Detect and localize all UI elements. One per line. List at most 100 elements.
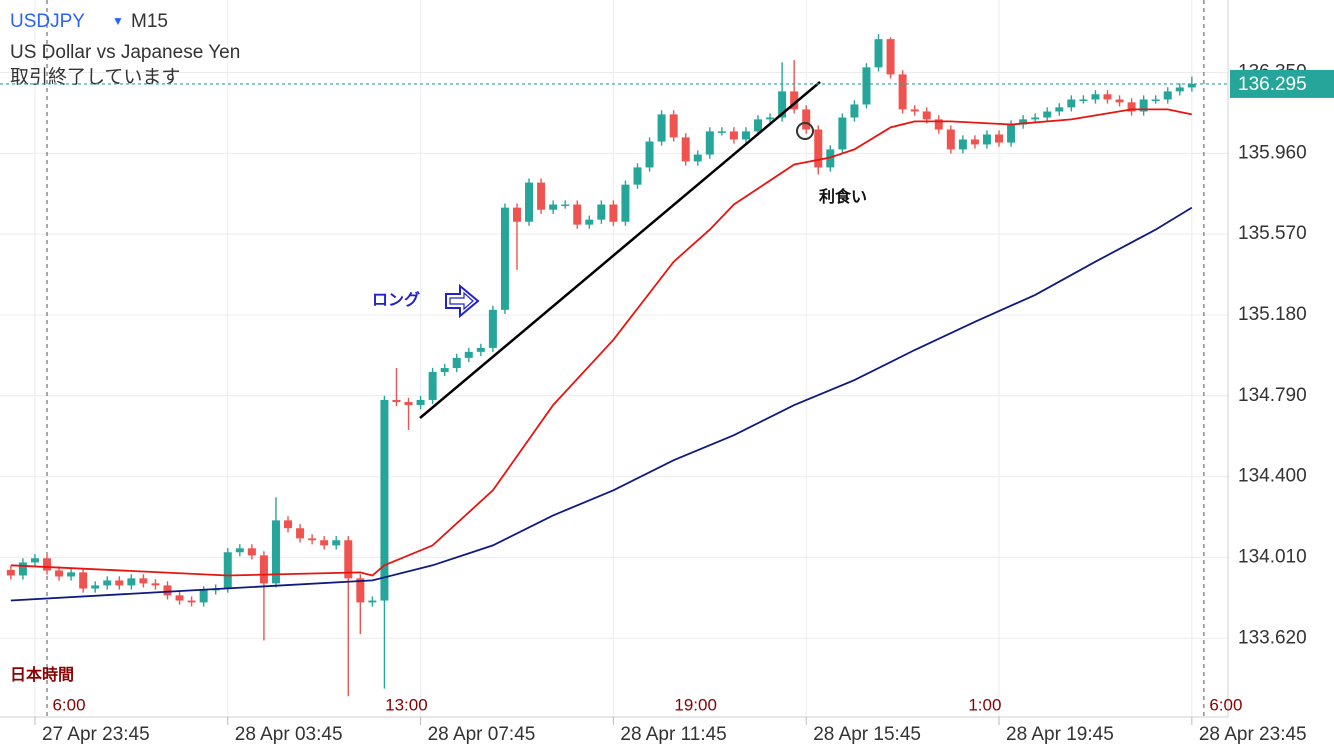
y-tick-label: 134.010 [1238, 546, 1307, 567]
candle-body [549, 204, 558, 210]
candle-body [296, 528, 305, 539]
candle-body [79, 572, 88, 589]
candle-body [67, 572, 76, 577]
candle-body [1151, 99, 1160, 101]
candle-body [115, 580, 124, 586]
grid [0, 0, 1228, 717]
candle-body [344, 540, 353, 579]
candle-body [886, 39, 895, 75]
x-tick-label: 28 Apr 03:45 [235, 724, 343, 745]
y-tick-label: 135.180 [1238, 304, 1307, 325]
local-time-label: 6:00 [1209, 695, 1242, 714]
price-label: 136.295 [1238, 74, 1307, 95]
candle-body [561, 204, 570, 207]
candle-body [30, 558, 39, 563]
local-time-label: 6:00 [52, 695, 85, 714]
candle-body [247, 548, 256, 556]
candle-body [1019, 119, 1028, 125]
entry-arrow [445, 283, 480, 319]
candle-body [476, 347, 485, 352]
candle-body [970, 139, 979, 145]
candle-body [6, 569, 15, 576]
candle-body [259, 555, 268, 584]
candle-body [838, 117, 847, 150]
candle-body [621, 184, 630, 222]
candle-body [717, 131, 726, 133]
candle-body [500, 207, 509, 310]
candle-body [308, 538, 317, 541]
market-status: 取引終了しています [10, 66, 180, 88]
candle-body [187, 600, 196, 603]
candle-body [946, 129, 955, 150]
candle-body [42, 558, 51, 571]
candle-body [1043, 111, 1052, 118]
time-zone-label: 日本時間 [10, 665, 74, 684]
candle-body [488, 309, 497, 348]
candle-body [151, 583, 160, 586]
moving-average [10, 206, 1193, 602]
candle-body [573, 204, 582, 225]
candle-body [850, 104, 859, 118]
candle-body [512, 207, 521, 222]
candle-body [1163, 91, 1172, 100]
candle-body [525, 182, 534, 222]
moving-average [10, 108, 1192, 577]
candle-body [645, 141, 654, 168]
candle-body [982, 134, 991, 145]
plot [6, 34, 1196, 697]
candle-body [91, 585, 100, 589]
candle-body [103, 580, 112, 586]
timeframe: M15 [131, 11, 168, 32]
candle-body [1187, 83, 1196, 88]
candle-body [18, 562, 27, 576]
candle-body [802, 109, 811, 130]
candle-body [729, 131, 738, 140]
candle-body [1031, 117, 1040, 120]
candle-body [754, 119, 763, 132]
candle-body [874, 39, 883, 68]
candle-body [223, 552, 232, 589]
candle-body [910, 109, 919, 112]
candle-body [778, 91, 787, 118]
candle-body [235, 548, 244, 553]
candle-body [934, 119, 943, 130]
candle-body [814, 129, 823, 168]
candle-body [1091, 94, 1100, 100]
candle-body [585, 219, 594, 225]
candle-body [392, 399, 401, 403]
subtitle: US Dollar vs Japanese Yen [10, 42, 240, 63]
candle-body [597, 204, 606, 220]
candle-body [1067, 99, 1076, 108]
candle-body [1175, 87, 1184, 92]
symbol-menu[interactable]: ▼ [112, 14, 124, 28]
candle-body [826, 149, 835, 168]
trend-line [419, 81, 821, 419]
candle-body [1115, 99, 1124, 103]
candle-body [332, 540, 341, 546]
y-tick-label: 133.620 [1238, 627, 1307, 648]
candle-body [271, 520, 280, 584]
candle-body [681, 137, 690, 162]
candle-body [657, 114, 666, 142]
annotation: 利食い [819, 187, 867, 206]
price-label-box [1230, 69, 1334, 98]
annotation: ロング [372, 290, 420, 309]
candle-body [741, 131, 750, 140]
candle-body [609, 204, 618, 222]
candle-body [1139, 99, 1148, 112]
candle-body [537, 182, 546, 210]
candle-body [416, 399, 425, 406]
candle-body [1055, 107, 1064, 112]
x-tick-label: 28 Apr 15:45 [813, 724, 921, 745]
candle-body [862, 67, 871, 105]
candle-body [693, 154, 702, 162]
candle-body [320, 540, 329, 546]
symbol: USDJPY [10, 11, 85, 32]
candle-body [898, 74, 907, 110]
entry-arrow-inner [449, 291, 474, 311]
x-tick-label: 28 Apr 23:45 [1199, 724, 1307, 745]
candle-body [163, 585, 172, 596]
candle-body [404, 402, 413, 406]
